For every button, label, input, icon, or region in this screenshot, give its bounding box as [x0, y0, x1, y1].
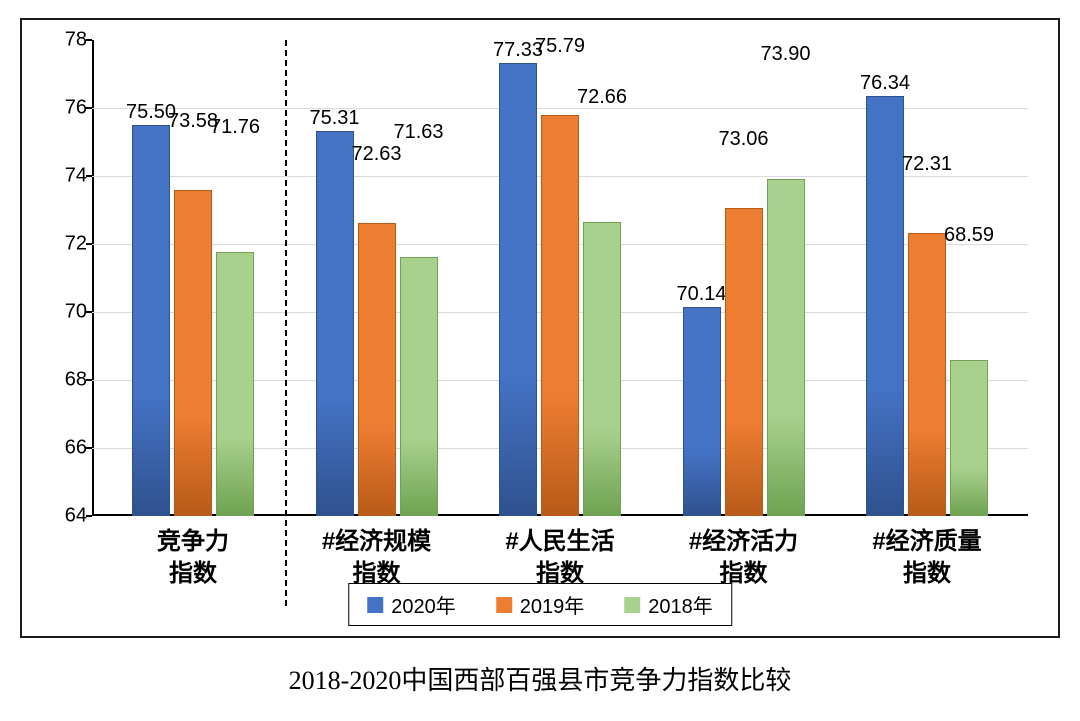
- category-label-line1: #经济规模: [277, 526, 477, 558]
- category-label-line1: #人民生活: [460, 526, 660, 558]
- chart-caption: 2018-2020中国西部百强县市竞争力指数比较: [20, 660, 1060, 697]
- bar: [132, 125, 170, 516]
- category-label: #经济活力指数: [644, 516, 844, 591]
- bar: [908, 233, 946, 516]
- bar: [400, 257, 438, 516]
- bar-value-label: 73.06: [684, 128, 804, 151]
- y-tick-label: 72: [47, 233, 87, 256]
- bar-group: 75.5073.5871.76竞争力指数: [132, 40, 254, 516]
- bar: [216, 252, 254, 516]
- legend-swatch-2018: [624, 597, 640, 613]
- bar: [583, 222, 621, 516]
- category-label-line1: 竞争力: [93, 526, 293, 558]
- legend-item-2020: 2020年: [367, 590, 456, 619]
- legend-item-2018: 2018年: [624, 590, 713, 619]
- bar: [358, 223, 396, 516]
- category-label: #人民生活指数: [460, 516, 660, 591]
- bar-value-label: 72.63: [317, 143, 437, 166]
- y-tick-label: 76: [47, 97, 87, 120]
- bar: [767, 179, 805, 516]
- bar-value-label: 71.63: [359, 121, 479, 144]
- bar: [683, 307, 721, 516]
- category-label: #经济规模指数: [277, 516, 477, 591]
- chart-frame: 64 66 68 70 72 74 76 78 75.5073.5871.76竞争力指数 75.3…: [20, 18, 1060, 638]
- legend: 2020年 2019年 2018年: [348, 583, 732, 626]
- category-label: #经济质量指数: [827, 516, 1027, 591]
- bar: [541, 115, 579, 516]
- legend-label-2019: 2019年: [520, 590, 585, 619]
- y-tick-label: 70: [47, 301, 87, 324]
- bar: [174, 190, 212, 516]
- y-tick-label: 74: [47, 165, 87, 188]
- y-tick-label: 64: [47, 505, 87, 528]
- legend-swatch-2020: [367, 597, 383, 613]
- category-label-line2: 指数: [827, 558, 1027, 590]
- bar-value-label: 68.59: [909, 224, 1029, 247]
- y-tick-label: 68: [47, 369, 87, 392]
- legend-item-2019: 2019年: [496, 590, 585, 619]
- legend-swatch-2019: [496, 597, 512, 613]
- bar: [499, 63, 537, 516]
- bar-group: 76.3472.3168.59#经济质量指数: [866, 40, 988, 516]
- category-label: 竞争力指数: [93, 516, 293, 591]
- bar-value-label: 75.79: [500, 35, 620, 58]
- chart-container: 64 66 68 70 72 74 76 78 75.5073.5871.76竞争力指数 75.3…: [0, 0, 1080, 721]
- y-tick-label: 78: [47, 29, 87, 52]
- bar-group: 77.3375.7972.66#人民生活指数: [499, 40, 621, 516]
- bar: [316, 131, 354, 516]
- bar: [950, 360, 988, 516]
- bar: [725, 208, 763, 516]
- bar-group: 75.3172.6371.63#经济规模指数: [316, 40, 438, 516]
- bar-value-label: 73.90: [726, 43, 846, 66]
- category-label-line1: #经济质量: [827, 526, 1027, 558]
- bar-value-label: 76.34: [825, 72, 945, 95]
- category-label-line2: 指数: [93, 558, 293, 590]
- bar-value-label: 72.31: [867, 153, 987, 176]
- plot-area: 646668707274767875.5073.5871.76竞争力指数75.3…: [92, 40, 1028, 516]
- y-tick-label: 66: [47, 437, 87, 460]
- legend-label-2020: 2020年: [391, 590, 456, 619]
- legend-label-2018: 2018年: [648, 590, 713, 619]
- bar-group: 70.1473.0673.90#经济活力指数: [683, 40, 805, 516]
- category-label-line1: #经济活力: [644, 526, 844, 558]
- bar-value-label: 72.66: [542, 86, 662, 109]
